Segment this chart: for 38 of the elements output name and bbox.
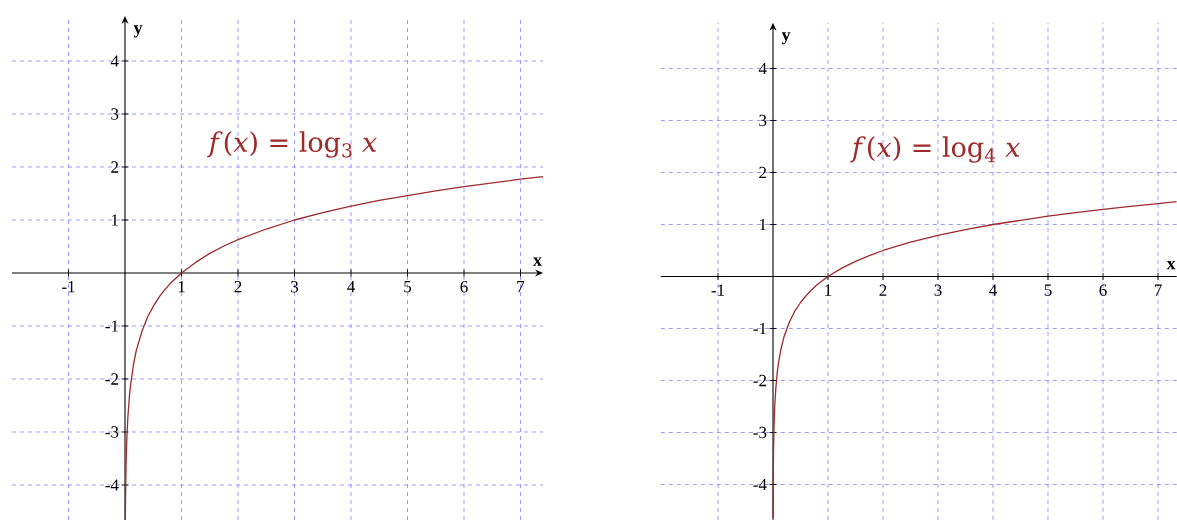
x-tick-label: -1	[62, 281, 75, 293]
y-axis-title: y	[133, 25, 143, 38]
y-tick-label: 1	[111, 214, 118, 226]
y-tick-label: 3	[111, 108, 119, 120]
y-tick-label: 2	[759, 166, 767, 179]
y-tick-label: 1	[759, 218, 766, 231]
x-tick-label: 2	[234, 281, 242, 293]
y-tick-label: -1	[105, 320, 118, 332]
x-tick-label: 6	[460, 281, 468, 293]
y-tick-label: 4	[758, 62, 767, 75]
x-tick-label: 5	[1044, 284, 1052, 296]
x-tick-label: 4	[347, 281, 355, 293]
y-tick-label: -4	[105, 479, 119, 491]
y-tick-label: -3	[105, 426, 119, 438]
x-tick-label: 7	[1154, 284, 1162, 296]
y-tick-label: -2	[105, 373, 119, 385]
x-tick-label: 6	[1099, 284, 1107, 296]
y-tick-label: -3	[753, 426, 767, 439]
y-tick-label: 3	[759, 114, 767, 127]
y-axis-title: y	[781, 32, 791, 45]
x-tick-label: 5	[404, 281, 412, 293]
x-tick-label: 3	[934, 284, 942, 296]
text: f(x) = log$_{4}$ x	[850, 136, 1021, 163]
series-label: f(x) = log$_{3}$ x	[207, 131, 377, 158]
x-tick-label: 2	[879, 284, 887, 296]
x-tick-label: -1	[711, 284, 725, 296]
x-tick-label: 1	[178, 281, 185, 293]
x-tick-label: 1	[825, 284, 832, 296]
x-tick-label: 7	[517, 281, 525, 293]
x-tick-label: 3	[291, 281, 299, 293]
y-tick-label: -4	[753, 478, 767, 491]
y-tick-label: -2	[753, 374, 767, 387]
y-tick-label: 4	[110, 55, 119, 67]
x-axis-title: x	[533, 257, 542, 266]
y-tick-label: -1	[753, 322, 766, 335]
x-tick-label: 4	[989, 284, 997, 296]
y-tick-label: 2	[111, 161, 119, 173]
x-axis-title: x	[1166, 260, 1176, 270]
